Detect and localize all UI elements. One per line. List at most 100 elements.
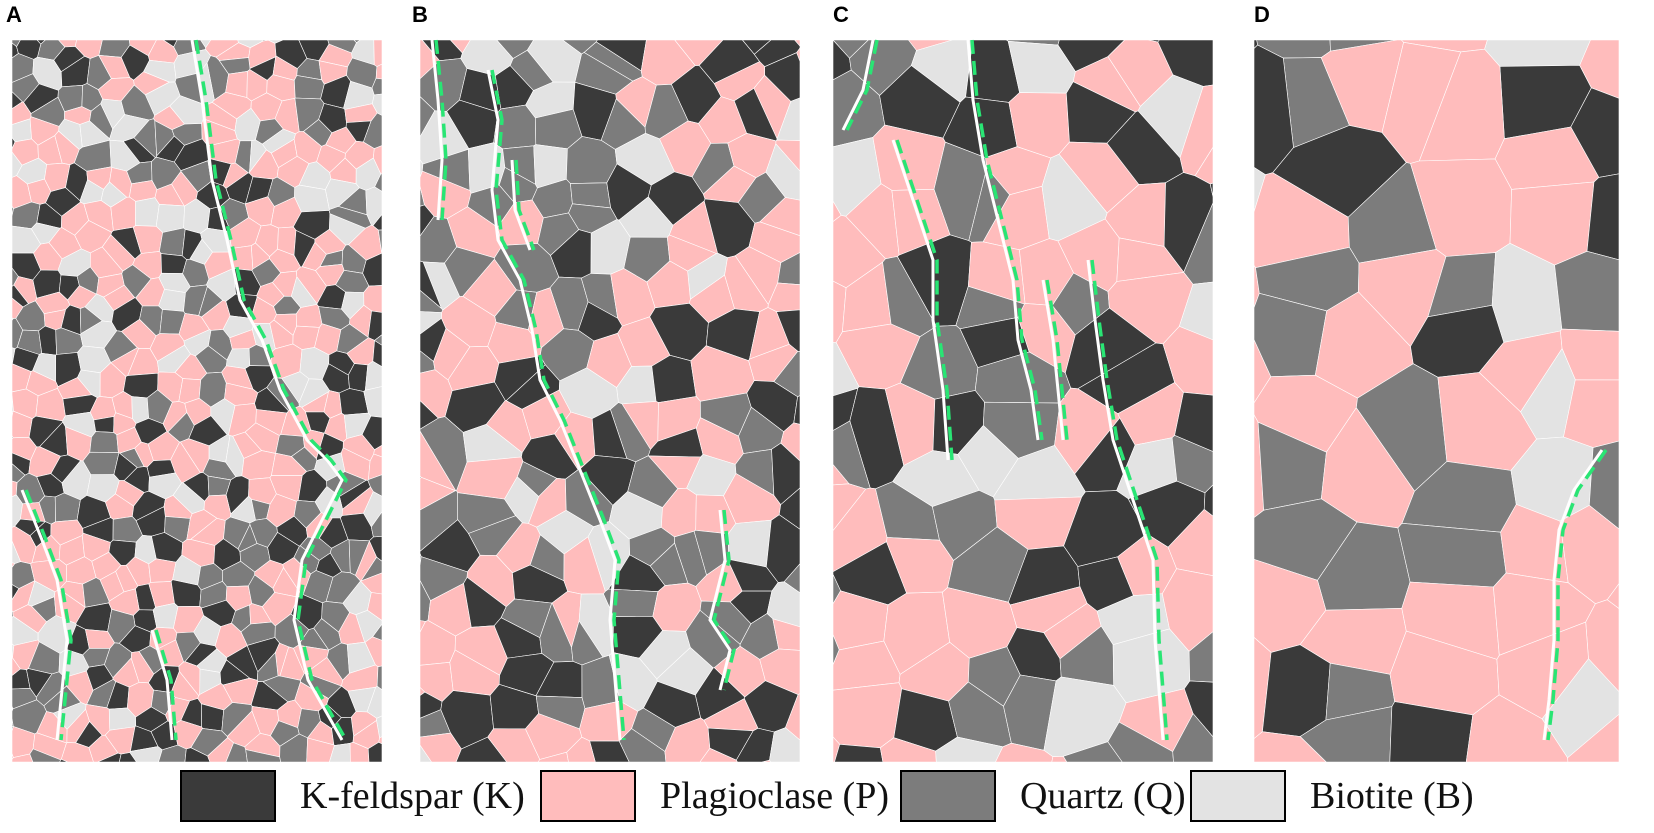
legend-label-quartz: Quartz (Q) xyxy=(1020,775,1186,817)
mineral-grain xyxy=(225,742,248,763)
crack-line xyxy=(891,139,950,461)
legend-label-k-feldspar: K-feldspar (K) xyxy=(300,775,525,817)
mineral-mosaic-panel-a xyxy=(11,39,383,763)
mineral-grain xyxy=(766,581,801,628)
mineral-grain xyxy=(59,758,68,763)
legend-item-biotite: Biotite (B) xyxy=(1190,770,1474,822)
mineral-grain xyxy=(135,197,160,227)
fracture-trace xyxy=(1090,259,1169,741)
crack-line xyxy=(841,39,875,131)
mineral-grain xyxy=(306,737,335,763)
mineral-grain xyxy=(651,354,697,403)
crack-line xyxy=(1041,279,1065,441)
mineral-grain xyxy=(759,197,801,237)
grain-group xyxy=(832,39,1214,763)
mineral-grain xyxy=(207,737,234,763)
mineral-mosaic-panel-b xyxy=(419,39,801,763)
mineral-grain xyxy=(1253,731,1328,763)
crack-line xyxy=(150,629,174,741)
mineral-grain xyxy=(373,39,383,67)
panel-label-b: B xyxy=(412,2,428,27)
mineral-grain xyxy=(29,748,62,763)
mineral-mosaic-panel-d xyxy=(1253,39,1620,763)
crack-line xyxy=(1542,449,1604,741)
mineral-grain xyxy=(1172,713,1214,763)
fracture-trace xyxy=(490,69,626,741)
mineral-grain xyxy=(1107,721,1174,763)
panel-label-d: D xyxy=(1254,2,1270,27)
mineral-grain xyxy=(1554,250,1620,332)
legend-swatch-quartz xyxy=(900,770,996,822)
fracture-trace xyxy=(1546,448,1608,741)
fracture-trace xyxy=(24,489,73,741)
grain-group xyxy=(419,39,801,763)
mineral-grain xyxy=(1606,582,1620,610)
fracture-trace xyxy=(970,39,1044,441)
mineral-mosaic-panel-c xyxy=(832,39,1214,763)
mineral-grain xyxy=(184,747,211,763)
legend-item-plagioclase: Plagioclase (P) xyxy=(540,770,889,822)
mineral-grain xyxy=(364,360,383,391)
mineral-grain xyxy=(155,203,185,233)
crack-line xyxy=(190,39,344,741)
mineral-grain xyxy=(118,752,137,763)
mineral-grain xyxy=(375,63,383,80)
crack-line xyxy=(1086,259,1165,741)
mineral-grain xyxy=(159,227,186,257)
mineral-grain xyxy=(935,736,1004,763)
fracture-trace xyxy=(712,509,736,691)
legend-swatch-biotite xyxy=(1190,770,1286,822)
mineral-grain xyxy=(762,759,772,763)
legend: K-feldspar (K) Plagioclase (P) Quartz (Q… xyxy=(180,762,1480,832)
fracture-trace xyxy=(154,629,178,741)
crack-line xyxy=(20,489,69,741)
crack-line xyxy=(966,39,1040,441)
mineral-grain xyxy=(89,431,119,453)
fracture-trace xyxy=(434,39,448,221)
legend-swatch-plagioclase xyxy=(540,770,636,822)
mineral-grain xyxy=(1567,713,1620,763)
legend-item-quartz: Quartz (Q) xyxy=(900,770,1186,822)
grain-group xyxy=(1253,39,1620,763)
crack-line xyxy=(510,159,532,251)
mineral-grain xyxy=(60,742,94,763)
grain-group xyxy=(11,39,383,763)
crack-line xyxy=(708,509,732,691)
panel-label-c: C xyxy=(833,2,849,27)
mineral-grain xyxy=(1299,706,1393,763)
fracture-trace xyxy=(514,159,536,251)
mineral-grain xyxy=(1051,755,1068,763)
mineral-grain xyxy=(148,558,177,583)
legend-label-biotite: Biotite (B) xyxy=(1310,775,1474,817)
legend-label-plagioclase: Plagioclase (P) xyxy=(660,775,890,817)
panel-label-a: A xyxy=(6,2,22,27)
fracture-trace xyxy=(1045,279,1069,441)
mineral-grain xyxy=(349,741,370,763)
mineral-grain xyxy=(832,682,903,749)
mineral-grain xyxy=(367,741,383,763)
legend-item-k-feldspar: K-feldspar (K) xyxy=(180,770,525,822)
mineral-grain xyxy=(727,519,772,568)
fracture-trace xyxy=(194,39,349,741)
crack-line xyxy=(486,69,622,741)
mineral-grain xyxy=(566,736,596,763)
mineral-grain xyxy=(1389,701,1474,763)
mineral-grain xyxy=(643,681,701,728)
mineral-grain xyxy=(158,744,187,763)
mineral-grain xyxy=(1397,522,1507,588)
mineral-grain xyxy=(1262,644,1331,737)
legend-swatch-k-feldspar xyxy=(180,770,276,822)
fracture-trace xyxy=(895,139,954,461)
mineral-grain xyxy=(367,592,383,622)
mineral-grain xyxy=(38,325,57,356)
mineral-grain xyxy=(1209,182,1214,197)
fracture-trace xyxy=(845,39,879,131)
mineral-grain xyxy=(160,253,187,274)
mineral-grain xyxy=(618,728,667,763)
mineral-grain xyxy=(879,737,937,763)
mineral-grain xyxy=(270,720,300,747)
mineral-grain xyxy=(419,260,442,309)
crack-line xyxy=(430,39,444,221)
mineral-grain xyxy=(699,747,738,763)
mineral-grain xyxy=(1484,39,1591,67)
